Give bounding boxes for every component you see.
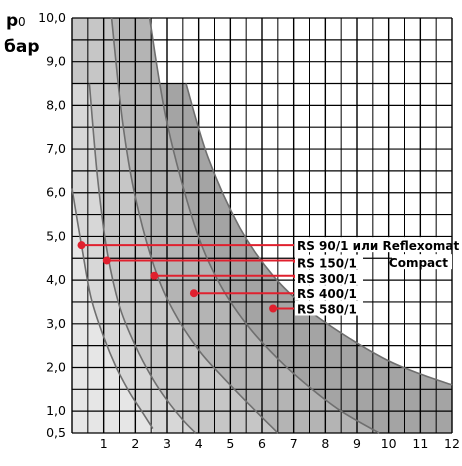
x-tick-label: 8 xyxy=(321,436,329,451)
series-curve-1 xyxy=(71,188,154,430)
series-curve-3 xyxy=(110,17,279,434)
x-tick-label: 7 xyxy=(290,436,298,451)
x-tick-label: 6 xyxy=(258,436,266,451)
region-fill-1 xyxy=(72,188,153,433)
x-tick-label: 4 xyxy=(195,436,203,451)
y-tick-label: 4,0 xyxy=(46,272,66,287)
y-tick-label: 3,0 xyxy=(46,316,66,331)
x-tick-label: 9 xyxy=(353,436,361,451)
series-marker-2 xyxy=(102,256,111,265)
x-tick-label: 12 xyxy=(444,436,460,451)
y-tick-label: 8,0 xyxy=(46,97,66,112)
x-tick-label: 1 xyxy=(100,436,108,451)
y-tick-label: 7,0 xyxy=(46,141,66,156)
x-tick-label: 3 xyxy=(163,436,171,451)
x-tick-label: 10 xyxy=(381,436,397,451)
series-marker-5 xyxy=(269,304,278,313)
x-tick-label: 2 xyxy=(131,436,139,451)
y-tick-label: 2,0 xyxy=(46,359,66,374)
series-label-4: RS 400/1 xyxy=(297,287,357,301)
series-label-bg-1 xyxy=(295,237,451,253)
y-axis-unit: бар xyxy=(4,37,40,57)
series-marker-1 xyxy=(77,241,86,250)
series-curve-4 xyxy=(148,17,380,434)
series-leader-2 xyxy=(106,259,295,263)
series-leader-3 xyxy=(154,274,295,278)
series-curve-2 xyxy=(88,83,197,434)
series-label-bg-2 xyxy=(295,254,363,270)
series-label2-bg-1 xyxy=(392,254,452,270)
y-axis-subscript: 0 xyxy=(18,15,26,29)
y-tick-label: 10,0 xyxy=(38,10,66,25)
series-label-bg-4 xyxy=(295,285,363,301)
y-tick-label: 9,0 xyxy=(46,54,66,69)
axes: 0,51,02,03,04,05,06,07,08,09,010,01 2 3 4 5 6… xyxy=(4,10,460,451)
y-tick-label: 5,0 xyxy=(46,228,66,243)
series-leaders xyxy=(77,241,295,313)
series-label-5: RS 580/1 xyxy=(297,303,357,317)
series-label-bg-5 xyxy=(295,300,363,316)
series-label-1: RS 90/1 или Reflexomat xyxy=(297,239,459,253)
y-tick-label: 1,0 xyxy=(46,403,66,418)
series-label-2: RS 150/1 xyxy=(297,257,357,271)
y-tick-label: 6,0 xyxy=(46,185,66,200)
series-label-bg-3 xyxy=(295,269,363,285)
series-label-3: RS 300/1 xyxy=(297,272,357,286)
y-tick-label: 0,5 xyxy=(46,425,66,440)
series-label-line2-1: Compact xyxy=(389,256,448,270)
x-tick-label: 5 xyxy=(226,436,234,451)
y-axis-symbol: p xyxy=(6,11,18,31)
series-marker-4 xyxy=(189,289,198,298)
x-tick-label: 11 xyxy=(412,436,428,451)
series-marker-3 xyxy=(150,271,159,280)
